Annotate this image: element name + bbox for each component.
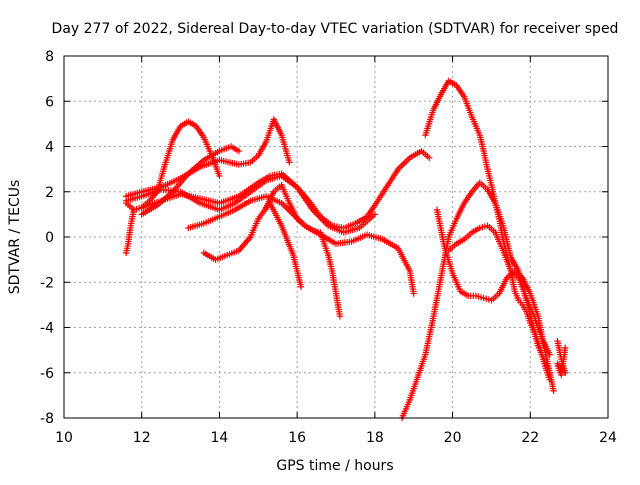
- x-axis-label: GPS time / hours: [276, 458, 393, 474]
- series-13: [554, 337, 569, 379]
- y-axis-label: SDTVAR / TECUs: [7, 180, 23, 295]
- y-tick-label: -4: [40, 321, 54, 337]
- series-7: [200, 199, 305, 290]
- y-tick-label: 0: [45, 230, 54, 246]
- data-point: [297, 283, 305, 290]
- series-12: [445, 222, 553, 358]
- x-tick-labels: 10 12 14 16 18 20 22 24: [55, 430, 617, 446]
- x-tick-label: 12: [133, 430, 151, 446]
- y-tick-label: -8: [40, 411, 54, 427]
- y-tick-label: 4: [45, 140, 54, 156]
- axis-ticks: [63, 55, 609, 419]
- data-point: [371, 211, 379, 218]
- data-point: [286, 159, 293, 166]
- x-tick-label: 22: [521, 430, 539, 446]
- data-marks: [122, 77, 569, 422]
- y-tick-label: -2: [40, 275, 54, 291]
- y-tick-label: 2: [45, 185, 54, 201]
- x-tick-label: 18: [366, 430, 384, 446]
- data-point: [562, 344, 569, 352]
- x-tick-label: 10: [55, 430, 73, 446]
- data-point: [130, 206, 138, 214]
- data-point: [426, 154, 433, 162]
- x-tick-label: 20: [444, 430, 462, 446]
- data-point: [550, 387, 557, 395]
- data-point: [546, 351, 553, 358]
- data-point: [235, 147, 243, 155]
- series-8: [262, 181, 344, 320]
- x-tick-label: 14: [211, 430, 229, 446]
- chart-title: Day 277 of 2022, Sidereal Day-to-day VTE…: [52, 21, 619, 37]
- data-point: [336, 312, 344, 320]
- y-tick-label: 8: [45, 49, 54, 65]
- y-tick-label: 6: [45, 94, 54, 110]
- data-point: [410, 290, 417, 297]
- x-tick-label: 24: [599, 430, 617, 446]
- grid: [64, 56, 608, 418]
- y-tick-label: -6: [40, 366, 54, 382]
- series-14: [122, 206, 138, 257]
- y-tick-labels: -8 -6 -4 -2 0 2 4 6 8: [40, 49, 54, 427]
- series-5: [122, 172, 379, 236]
- series-1: [122, 118, 223, 214]
- data-point: [216, 172, 223, 180]
- x-tick-label: 16: [288, 430, 306, 446]
- series-11: [433, 206, 557, 395]
